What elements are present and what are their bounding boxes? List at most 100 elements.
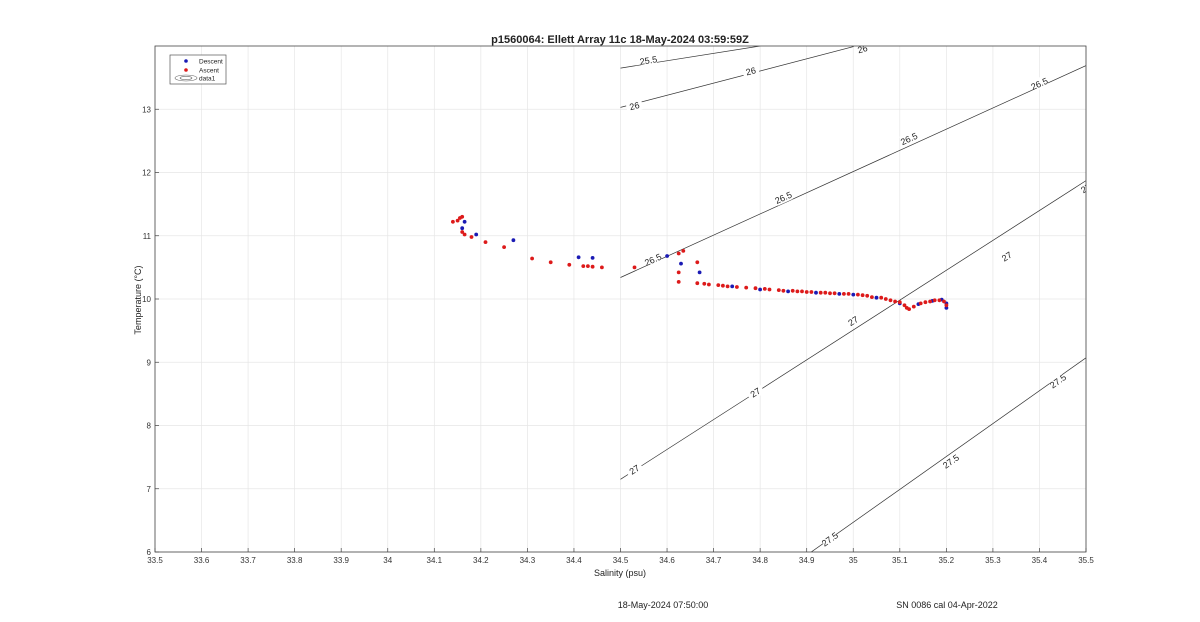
y-tick-label: 6 xyxy=(147,548,152,557)
contour-label: 27 xyxy=(749,386,763,400)
ascent-point xyxy=(676,251,681,256)
descent-point xyxy=(758,287,762,292)
x-tick-label: 34 xyxy=(383,556,392,565)
x-tick-label: 33.8 xyxy=(287,556,303,565)
contour-label: 27.5 xyxy=(941,452,961,470)
ascent-point xyxy=(676,270,681,275)
y-tick-label: 10 xyxy=(142,295,151,304)
contour-line-27 xyxy=(620,180,1086,480)
x-tick-label: 34.5 xyxy=(613,556,629,565)
legend-label-ascent: Ascent xyxy=(199,68,219,75)
contour-label-bg xyxy=(819,529,840,549)
x-tick-label: 34.6 xyxy=(659,556,675,565)
y-tick-label: 12 xyxy=(142,169,151,178)
x-tick-label: 34.7 xyxy=(706,556,722,565)
legend-marker-ascent xyxy=(184,68,188,72)
contour-label-bg xyxy=(745,383,765,402)
ascent-point xyxy=(842,292,846,296)
x-tick-label: 34.9 xyxy=(799,556,815,565)
ascent-point xyxy=(883,297,888,301)
ascent-point xyxy=(702,281,707,286)
ascent-point xyxy=(586,264,590,268)
descent-point xyxy=(576,255,581,260)
y-axis-label: Temperature (°C) xyxy=(133,265,143,334)
descent-point xyxy=(665,254,669,258)
ascent-point xyxy=(795,289,800,294)
x-tick-label: 33.5 xyxy=(147,556,163,565)
ascent-point xyxy=(469,235,474,239)
descent-point xyxy=(462,219,467,224)
descent-point xyxy=(679,261,683,266)
contour-label: 27.5 xyxy=(1048,372,1068,390)
descent-point xyxy=(474,232,479,237)
descent-point xyxy=(511,238,516,243)
x-tick-label: 35.4 xyxy=(1032,556,1048,565)
ascent-point xyxy=(897,300,902,305)
ascent-point xyxy=(932,298,937,303)
x-tick-label: 34.4 xyxy=(566,556,582,565)
contour-label-bg xyxy=(843,311,863,330)
grid xyxy=(154,46,1087,553)
contour-label-bg xyxy=(643,251,663,268)
contour-label-bg xyxy=(1048,371,1068,390)
ascent-point xyxy=(781,288,786,293)
contour-label: 27 xyxy=(846,314,860,328)
ascent-point xyxy=(590,264,595,269)
ascent-point xyxy=(600,265,604,270)
legend-label-data1: data1 xyxy=(199,76,216,83)
ascent-point xyxy=(832,291,837,296)
ascent-point xyxy=(735,285,739,289)
ascent-point xyxy=(818,290,823,295)
ascent-point xyxy=(809,290,814,294)
y-tick-label: 13 xyxy=(142,105,151,114)
ascent-point xyxy=(879,295,884,300)
ascent-point xyxy=(548,260,553,265)
descent-point xyxy=(786,289,790,294)
contour-group: 25.52626262626.526.526.526.5272727272727… xyxy=(620,20,1093,552)
contour-label-bg xyxy=(899,130,919,147)
ascent-point xyxy=(753,286,758,291)
x-axis-ticks: 33.5 33.6 33.7 33.8 33.9 34 34.1 34.2 34.3 34.4 34… xyxy=(147,548,1094,565)
contour-line-27.5 xyxy=(810,357,1086,552)
ascent-point xyxy=(846,292,851,296)
ascent-point xyxy=(860,293,865,298)
contour-label: 26 xyxy=(745,65,757,77)
ascent-point xyxy=(676,280,681,284)
x-tick-label: 33.7 xyxy=(240,556,256,565)
ascent-point xyxy=(893,299,897,304)
ascent-point xyxy=(911,304,916,309)
ascent-point xyxy=(502,245,506,250)
contour-label: 26.5 xyxy=(643,252,663,268)
contour-line-26 xyxy=(620,46,858,108)
ascent-point xyxy=(870,295,874,299)
contour-label-bg xyxy=(625,98,644,113)
x-tick-label: 34.8 xyxy=(752,556,768,565)
x-tick-label: 33.6 xyxy=(194,556,210,565)
ascent-point xyxy=(716,283,721,287)
ascent-point xyxy=(725,284,730,289)
contour-label-bg xyxy=(853,46,872,57)
descent-point xyxy=(944,306,949,310)
ascent-point xyxy=(828,291,832,296)
ascent-point xyxy=(721,283,725,288)
descent-point xyxy=(697,270,702,275)
y-tick-label: 11 xyxy=(143,232,152,241)
ascent-point xyxy=(928,299,932,304)
ascent-point xyxy=(451,219,455,224)
contour-label: 26.5 xyxy=(899,131,919,147)
ascent-point xyxy=(462,232,467,237)
x-tick-label: 35.3 xyxy=(985,556,1001,565)
contour-label-bg xyxy=(741,63,760,79)
x-tick-label: 35.5 xyxy=(1078,556,1094,565)
descent-point xyxy=(460,226,465,231)
contour-label-bg xyxy=(970,20,988,35)
ascent-point xyxy=(567,262,572,267)
legend-marker-descent xyxy=(184,59,188,63)
x-axis-label: Salinity (psu) xyxy=(594,568,646,578)
contour-label: 27 xyxy=(1079,181,1093,195)
ascent-point xyxy=(942,299,946,304)
contour-label: 26 xyxy=(973,22,985,34)
x-tick-label: 35.1 xyxy=(892,556,908,565)
legend: Descent Ascent data1 xyxy=(169,54,227,85)
ascent-point xyxy=(581,264,586,268)
